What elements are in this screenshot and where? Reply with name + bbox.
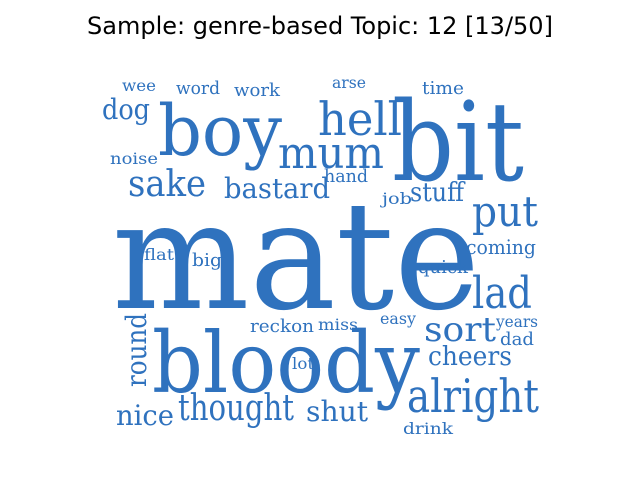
word-dog: dog	[102, 93, 150, 126]
word-bit: bit	[392, 78, 524, 206]
word-shut: shut	[306, 395, 369, 428]
word-nice: nice	[116, 399, 174, 432]
word-word: word	[176, 78, 220, 99]
word-time: time	[422, 78, 464, 99]
word-easy: easy	[380, 309, 416, 328]
word-noise: noise	[110, 149, 158, 168]
word-reckon: reckon	[250, 316, 314, 337]
word-sort: sort	[424, 310, 496, 350]
word-hand: hand	[324, 166, 368, 187]
word-lot: lot	[292, 354, 315, 373]
word-lad: lad	[472, 268, 532, 319]
word-alright: alright	[407, 369, 539, 423]
word-mate: mate	[112, 170, 480, 344]
word-cheers: cheers	[428, 342, 512, 372]
word-quick: quick	[418, 257, 469, 278]
page-title: Sample: genre-based Topic: 12 [13/50]	[87, 12, 553, 40]
word-bloody: bloody	[152, 314, 421, 412]
word-bastard: bastard	[224, 172, 330, 205]
word-stuff: stuff	[410, 178, 466, 208]
word-round: round	[120, 313, 153, 387]
word-work: work	[234, 80, 281, 101]
word-coming: coming	[466, 235, 536, 259]
word-wee: wee	[122, 76, 156, 95]
word-drink: drink	[403, 419, 453, 438]
word-dad: dad	[500, 329, 534, 350]
word-mum: mum	[278, 128, 384, 179]
word-hell: hell	[318, 92, 402, 146]
word-miss: miss	[318, 315, 358, 334]
word-job: job	[380, 189, 412, 208]
word-big: big	[192, 250, 222, 271]
word-put: put	[472, 187, 538, 236]
word-years: years	[495, 312, 538, 331]
word-sake: sake	[128, 164, 206, 205]
word-boy: boy	[158, 90, 282, 172]
word-thought: thought	[178, 388, 294, 429]
word-flat: flat	[144, 245, 175, 264]
word-arse: arse	[332, 73, 366, 92]
